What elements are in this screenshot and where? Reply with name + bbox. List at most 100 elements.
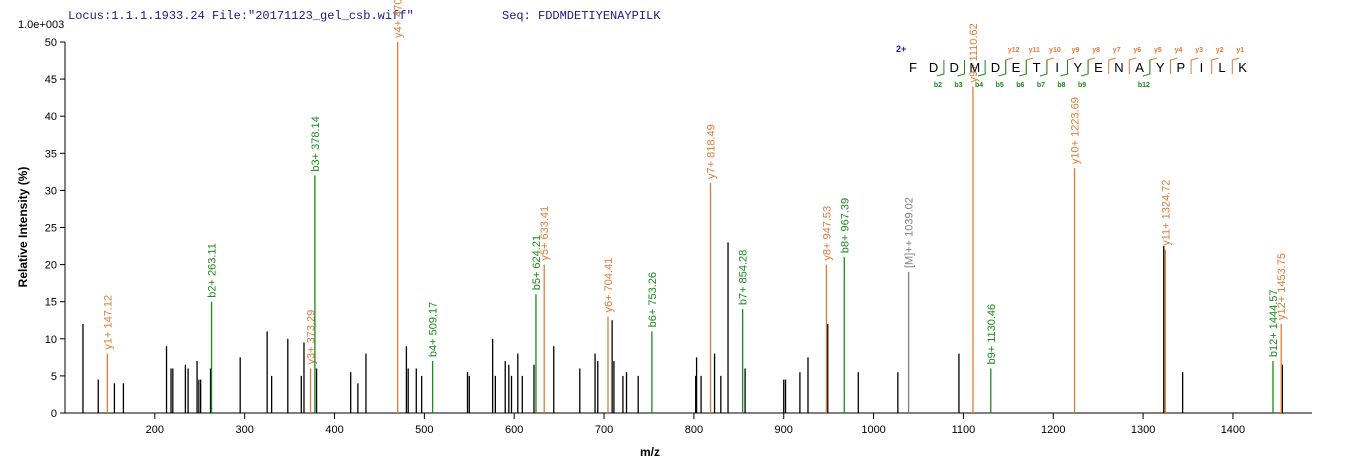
- residue: I: [1200, 60, 1204, 75]
- x-tick-label: 1000: [861, 424, 885, 436]
- b-ion-marker: [1142, 60, 1151, 77]
- y-tick-label: 35: [45, 148, 57, 160]
- peak-label: b12+ 1444.57: [1268, 289, 1280, 357]
- peak-label: b7+ 854.28: [738, 250, 750, 305]
- b-ion-marker: [977, 60, 986, 77]
- y-tick-label: 30: [45, 185, 57, 197]
- peak-label: b9+ 1130.46: [986, 304, 998, 365]
- residue: E: [1012, 60, 1021, 75]
- peak-label: y1+ 147.12: [102, 295, 114, 350]
- peak-label: b3+ 378.14: [310, 116, 322, 171]
- y-ion-label: y9: [1072, 47, 1080, 54]
- y-tick-label: 40: [45, 111, 57, 123]
- y-tick-label: 15: [45, 297, 57, 309]
- x-tick-label: 1200: [1041, 424, 1065, 436]
- x-tick-label: 1100: [952, 424, 976, 436]
- b-ion-label: b4: [975, 82, 983, 89]
- peak-label: y7+ 818.49: [706, 124, 718, 179]
- b-ion-label: b9: [1078, 82, 1086, 89]
- y-tick-label: 10: [45, 334, 57, 346]
- peak-label: b2+ 263.11: [207, 243, 219, 298]
- y-ion-label: y3: [1195, 47, 1203, 54]
- peak-label: y9+ 1110.62: [968, 23, 980, 82]
- b-ion-marker: [1039, 60, 1048, 77]
- y-ion-marker: [1231, 57, 1240, 74]
- residue: A: [1135, 60, 1144, 75]
- residue: E: [1094, 60, 1103, 75]
- peak-label: b8+ 967.39: [839, 198, 851, 253]
- y-tick-label: 0: [51, 408, 57, 420]
- x-tick-label: 1300: [1131, 424, 1155, 436]
- y-ion-label: y12: [1008, 47, 1020, 54]
- y-tick-label: 20: [45, 260, 57, 272]
- residue: L: [1218, 60, 1225, 75]
- y-ion-label: y11: [1029, 47, 1040, 54]
- y-ion-marker: [1170, 57, 1178, 74]
- x-tick-label: 800: [685, 424, 703, 436]
- y-ion-marker: [1046, 57, 1055, 74]
- y-ion-label: y4: [1175, 47, 1183, 54]
- y-multiplier: 1.0e+003: [18, 19, 64, 31]
- header-locus: Locus:1.1.1.1933.24 File:"20171123_gel_c…: [68, 9, 414, 23]
- b-ion-marker: [1080, 60, 1089, 77]
- peak-label: y10+ 1223.69: [1070, 97, 1082, 164]
- peak-label: b4+ 509.17: [428, 302, 440, 357]
- residue: K: [1238, 60, 1247, 75]
- b-ion-label: b2: [934, 82, 942, 89]
- b-ion-label: b12: [1138, 82, 1150, 89]
- y-tick-label: 25: [45, 223, 57, 235]
- b-ion-marker: [957, 60, 965, 77]
- y-ion-label: y5: [1154, 47, 1162, 54]
- residue: M: [969, 60, 980, 75]
- peak-label: y12+ 1453.75: [1276, 253, 1288, 320]
- y-ion-label: y1: [1236, 47, 1244, 54]
- peak-label: y11+ 1324.72: [1160, 180, 1172, 246]
- y-ion-label: y8: [1092, 47, 1100, 54]
- y-ion-label: y2: [1216, 47, 1224, 54]
- y-tick-label: 5: [51, 371, 57, 383]
- peak-label: y4+ 470.3: [393, 0, 405, 38]
- peak-label: y3+ 373.29: [306, 310, 318, 365]
- y-ion-label: y7: [1113, 47, 1121, 54]
- header-seq: Seq: FDDMDETIYENAYPILK: [502, 9, 661, 23]
- x-tick-label: 400: [325, 424, 343, 436]
- b-ion-marker: [1019, 60, 1027, 77]
- residue: D: [950, 60, 959, 75]
- b-ion-label: b7: [1037, 82, 1045, 89]
- y-ion-label: y6: [1133, 47, 1141, 54]
- residue: T: [1033, 60, 1041, 75]
- y-tick-label: 45: [45, 74, 57, 86]
- x-tick-label: 600: [505, 424, 523, 436]
- residue: Y: [1156, 60, 1165, 75]
- residue: D: [929, 60, 938, 75]
- b-ion-label: b6: [1016, 82, 1024, 89]
- y-ion-marker: [1128, 57, 1137, 74]
- b-ion-marker: [936, 60, 945, 77]
- x-tick-label: 900: [775, 424, 793, 436]
- b-ion-marker: [998, 60, 1007, 77]
- x-tick-label: 1400: [1221, 424, 1245, 436]
- y-ion-marker: [1190, 57, 1199, 74]
- x-tick-label: 700: [595, 424, 613, 436]
- b-ion-label: b5: [996, 82, 1004, 89]
- peak-label: y8+ 947.53: [821, 206, 833, 261]
- residue: F: [909, 60, 917, 75]
- x-tick-label: 300: [236, 424, 254, 436]
- residue: I: [1055, 60, 1059, 75]
- peak-label: b5+ 624.21: [531, 235, 543, 290]
- x-tick-label: 200: [146, 424, 164, 436]
- x-axis-label: m/z: [640, 445, 660, 459]
- y-tick-label: 50: [45, 37, 57, 49]
- residue: D: [991, 60, 1000, 75]
- residue: N: [1114, 60, 1123, 75]
- y-ion-marker: [1211, 57, 1219, 74]
- peak-label: y6+ 704.41: [603, 258, 615, 313]
- b-ion-label: b3: [954, 82, 962, 89]
- residue: Y: [1073, 60, 1082, 75]
- b-ion-label: b8: [1057, 82, 1065, 89]
- b-ion-marker: [1060, 60, 1068, 77]
- residue: P: [1176, 60, 1185, 75]
- y-axis-label: Relative Intensity (%): [16, 167, 30, 288]
- y-ion-marker: [1108, 57, 1116, 74]
- peak-label: [M]++ 1039.02: [904, 197, 916, 268]
